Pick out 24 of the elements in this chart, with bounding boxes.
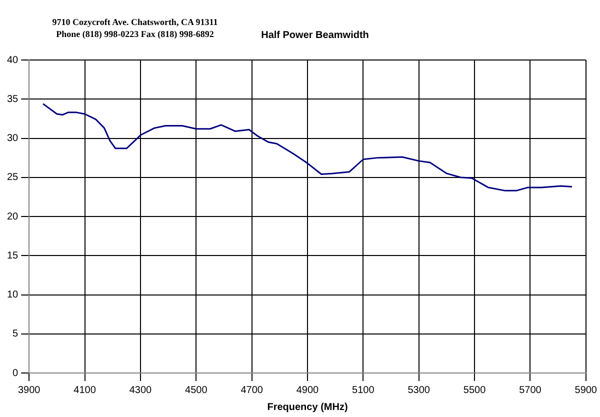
x-tick-label: 4900 (296, 384, 320, 396)
x-tick-label: 5700 (519, 384, 542, 396)
x-axis-title: Frequency (MHz) (267, 402, 348, 413)
y-tick-label: 10 (7, 290, 19, 300)
x-tick-label: 4100 (74, 384, 96, 396)
y-tick-label: 35 (7, 94, 19, 105)
y-tick-label: 25 (7, 172, 19, 184)
y-tick-label: 40 (7, 54, 19, 66)
chart-title: Half Power Beamwidth (260, 30, 370, 41)
x-tick-label: 3900 (18, 384, 41, 396)
y-tick-label: 30 (7, 133, 19, 144)
y-tick-label: 5 (12, 328, 19, 340)
x-tick-label: 5900 (574, 384, 598, 396)
y-tick-label: 15 (7, 250, 19, 262)
x-tick-label: 5500 (463, 384, 486, 396)
x-tick-label: 4700 (240, 384, 264, 396)
x-tick-label: 5300 (408, 384, 430, 396)
y-tick-label: 20 (7, 211, 19, 222)
x-tick-label: 4300 (129, 384, 152, 396)
x-tick-label: 4500 (185, 384, 208, 396)
y-tick-label: 0 (12, 368, 19, 379)
text: 9710 Cozycroft Ave. Chatsworth, CA 91311 (51, 16, 219, 28)
x-tick-label: 5100 (352, 384, 375, 396)
text: Phone (818) 998-0223 Fax (818) 998-6892 (55, 28, 215, 40)
